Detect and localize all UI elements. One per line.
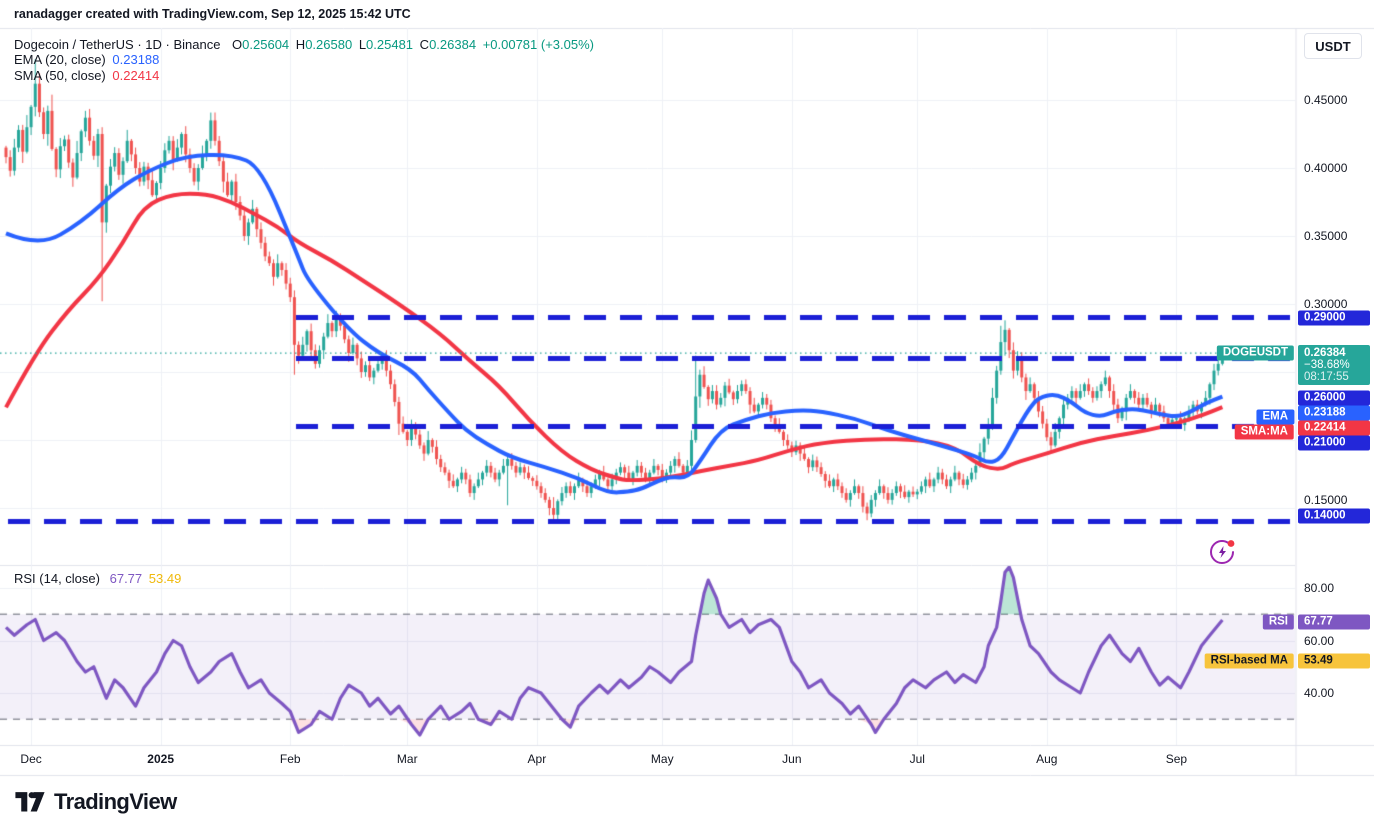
notification-dot	[1227, 540, 1235, 547]
time-axis-label: May	[650, 752, 674, 766]
symbol-title: Dogecoin / TetherUS · 1D · Binance	[14, 37, 221, 52]
sma-legend[interactable]: SMA (50, close) 0.22414	[14, 68, 162, 83]
symbol-legend[interactable]: Dogecoin / TetherUS · 1D · Binance O0.25…	[14, 37, 597, 52]
last-price-value: 0.26384	[1304, 347, 1346, 359]
rsi-tick: 40.00	[1304, 686, 1335, 700]
close-label: C	[419, 37, 430, 52]
sma-label: SMA (50, close)	[14, 68, 106, 83]
tradingview-logo[interactable]: TradingView	[14, 789, 177, 815]
time-axis-label: Apr	[527, 752, 547, 766]
lightning-circle	[1210, 540, 1234, 564]
attribution-text: ranadagger created with TradingView.com,…	[14, 7, 411, 21]
symbol-marker-badge: DOGEUSDT	[1216, 345, 1294, 361]
change-from-high: −38.68%	[1304, 359, 1350, 371]
change-value: +0.00781 (+3.05%)	[482, 37, 594, 52]
rsi-marker-badge: RSI	[1262, 614, 1294, 630]
ema-axis-badge: 0.23188	[1298, 405, 1370, 421]
rsi-tick: 60.00	[1304, 633, 1335, 648]
rsi-value: 67.77	[109, 571, 143, 586]
high-label: H	[295, 37, 306, 52]
low-value: 0.25481	[366, 37, 414, 52]
last-price-countdown-badge: 0.26384 −38.68% 08:17:55	[1298, 345, 1370, 385]
tradingview-logo-text: TradingView	[54, 789, 177, 814]
open-label: O	[232, 37, 243, 52]
level-price-badge: 0.21000	[1298, 435, 1370, 451]
level-price-badge: 0.14000	[1298, 508, 1370, 524]
tradingview-logo-icon	[15, 791, 45, 811]
time-axis-label: 2025	[147, 752, 175, 766]
ema-value: 0.23188	[112, 52, 160, 67]
rsi-legend[interactable]: RSI (14, close) 67.77 53.49	[14, 571, 184, 586]
rsi-tick: 80.00	[1304, 581, 1335, 595]
time-axis-label: Dec	[20, 752, 42, 766]
rsi-ma-axis-badge: 53.49	[1298, 653, 1370, 669]
price-tick: 0.45000	[1304, 93, 1348, 107]
level-price-badge: 0.26000	[1298, 390, 1370, 406]
bar-countdown: 08:17:55	[1304, 371, 1349, 383]
time-axis-label: Jun	[782, 752, 802, 766]
price-tick: 0.35000	[1304, 229, 1348, 243]
open-value: 0.25604	[242, 37, 290, 52]
sma-marker-badge: SMA:MA	[1234, 424, 1294, 440]
time-axis-label: Jul	[909, 752, 925, 766]
ema-label: EMA (20, close)	[14, 52, 106, 67]
level-price-badge: 0.29000	[1298, 310, 1370, 326]
ema-legend[interactable]: EMA (20, close) 0.23188	[14, 52, 162, 67]
rsi-axis-badge: 67.77	[1298, 614, 1370, 630]
close-value: 0.26384	[429, 37, 477, 52]
rsi-label: RSI (14, close)	[14, 571, 100, 586]
lightning-bolt-icon	[1219, 546, 1226, 558]
price-tick: 0.15000	[1304, 493, 1348, 507]
time-axis-label: Sep	[1165, 752, 1188, 766]
price-tick: 0.30000	[1304, 297, 1348, 311]
rsi-ma-marker-badge: RSI-based MA	[1204, 653, 1294, 669]
sma-value: 0.22414	[112, 68, 160, 83]
time-axis-label: Feb	[279, 752, 301, 766]
currency-toggle-button[interactable]: USDT	[1304, 33, 1362, 59]
time-axis-label: Mar	[396, 752, 418, 766]
time-axis-label: Aug	[1036, 752, 1058, 766]
high-value: 0.26580	[305, 37, 353, 52]
rsi-ma-value: 53.49	[148, 571, 182, 586]
sma-axis-badge: 0.22414	[1298, 420, 1370, 436]
low-label: L	[358, 37, 367, 52]
instant-trading-button[interactable]	[1209, 537, 1237, 565]
ema-marker-badge: EMA	[1256, 409, 1294, 425]
price-tick: 0.40000	[1304, 161, 1348, 175]
